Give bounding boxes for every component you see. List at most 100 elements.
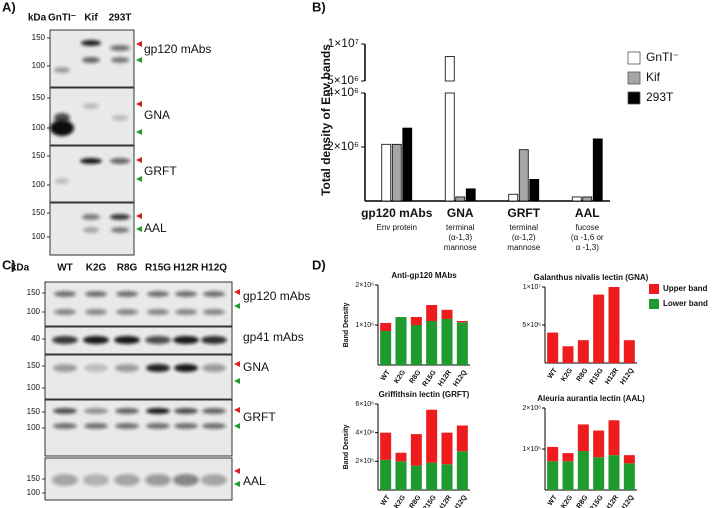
band: [83, 103, 99, 109]
row-label: gp41 mAbs: [243, 330, 304, 344]
blot: [44, 399, 233, 457]
panel-label: C): [2, 257, 16, 272]
x-tick-label: K2G: [393, 494, 407, 508]
band: [173, 474, 199, 486]
bar-segment: [380, 323, 392, 331]
bar: [571, 196, 582, 202]
band: [201, 474, 227, 486]
y-tick-label: 2×10⁶: [327, 139, 359, 153]
x-tick-label: R15G: [422, 369, 439, 388]
band: [174, 408, 198, 414]
bar-segment: [456, 425, 468, 452]
x-tick-label: R8G: [408, 494, 422, 508]
lane-label: 293T: [109, 13, 132, 24]
arrow-head: [234, 289, 240, 295]
x-tick-label: R15G: [589, 367, 606, 386]
bar-segment: [441, 432, 453, 465]
band: [145, 336, 171, 344]
bar-segment: [623, 455, 635, 464]
x-tick-label: H12Q: [619, 494, 636, 508]
legend-label: GnTI⁻: [646, 50, 679, 64]
band: [54, 113, 70, 123]
bar: [592, 138, 603, 202]
bar-segment: [577, 340, 589, 363]
row-label: GNA: [243, 360, 269, 374]
bar-segment: [608, 420, 620, 456]
arrow-head: [136, 226, 142, 232]
marker-label: 100: [27, 423, 41, 432]
band: [54, 67, 70, 73]
row-label: GNA: [144, 108, 170, 122]
y-tick-label: 1×10⁷: [523, 284, 542, 291]
bar-segment: [395, 452, 407, 462]
lane-label: H12Q: [201, 263, 227, 274]
bar: [529, 178, 540, 202]
band: [53, 423, 77, 429]
row-label: AAL: [144, 221, 167, 235]
band: [84, 364, 108, 372]
x-tick-label: GRFT: [507, 206, 540, 220]
band: [203, 291, 225, 297]
band: [115, 364, 139, 372]
bar-segment: [441, 309, 453, 319]
arrow-head: [136, 41, 142, 47]
y-axis-title: Total density of Env bands: [319, 44, 333, 196]
y-tick-label: 1×10⁶: [522, 446, 541, 453]
panel-label: B): [312, 0, 326, 14]
band: [84, 423, 108, 429]
lane-label: Kif: [84, 13, 98, 24]
x-tick-label: H12Q: [452, 494, 469, 508]
legend-label: Kif: [646, 70, 661, 84]
x-tick-label: AAL: [575, 206, 600, 220]
row-label: GRFT: [144, 164, 177, 178]
x-tick-label: WT: [547, 494, 559, 508]
band: [52, 336, 78, 344]
band: [115, 408, 139, 414]
chart-title: Anti-gp120 MAbs: [391, 271, 457, 280]
x-tick-label: K2G: [393, 369, 407, 385]
arrow-head: [136, 157, 142, 163]
bar-segment: [426, 462, 438, 490]
bar-segment: [593, 457, 605, 490]
y-tick-label: 5×10⁶: [522, 322, 541, 329]
arrow-head: [136, 129, 142, 135]
chart-title: Galanthus nivalis lectin (GNA): [534, 273, 649, 282]
bar: [391, 143, 402, 202]
x-tick-label: R15G: [422, 494, 439, 508]
row-label: gp120 mAbs: [144, 42, 211, 56]
blot: [44, 281, 233, 327]
bar-segment: [426, 321, 438, 365]
marker-label: 40: [31, 334, 40, 343]
category-note: fucose (α -1,6 or α -1,3): [571, 223, 604, 252]
bar-segment: [593, 430, 605, 458]
band: [202, 364, 226, 372]
legend-swatch: [649, 299, 659, 309]
lane-label: WT: [57, 263, 73, 274]
marker-label: 150: [32, 93, 46, 102]
band: [53, 364, 77, 372]
bar-segment: [608, 455, 620, 490]
band: [53, 408, 77, 414]
bar-segment: [456, 322, 468, 365]
bar: [582, 196, 593, 202]
bar-segment: [562, 461, 574, 490]
band: [110, 214, 130, 220]
bar-segment: [395, 317, 407, 365]
marker-label: 150: [27, 474, 41, 483]
band: [173, 336, 199, 344]
marker-label: 100: [32, 232, 46, 241]
bar-segment: [380, 459, 392, 490]
blot: [49, 145, 135, 203]
band: [54, 291, 76, 297]
band: [146, 408, 170, 414]
bar: [402, 127, 413, 202]
bar-segment: [410, 325, 422, 365]
x-tick-label: H12R: [604, 367, 620, 386]
band: [174, 364, 198, 372]
legend-label: Upper band: [663, 284, 708, 293]
band: [116, 309, 138, 315]
arrow-head: [234, 468, 240, 474]
x-tick-label: WT: [547, 367, 559, 381]
x-tick-label: H12R: [604, 494, 620, 508]
